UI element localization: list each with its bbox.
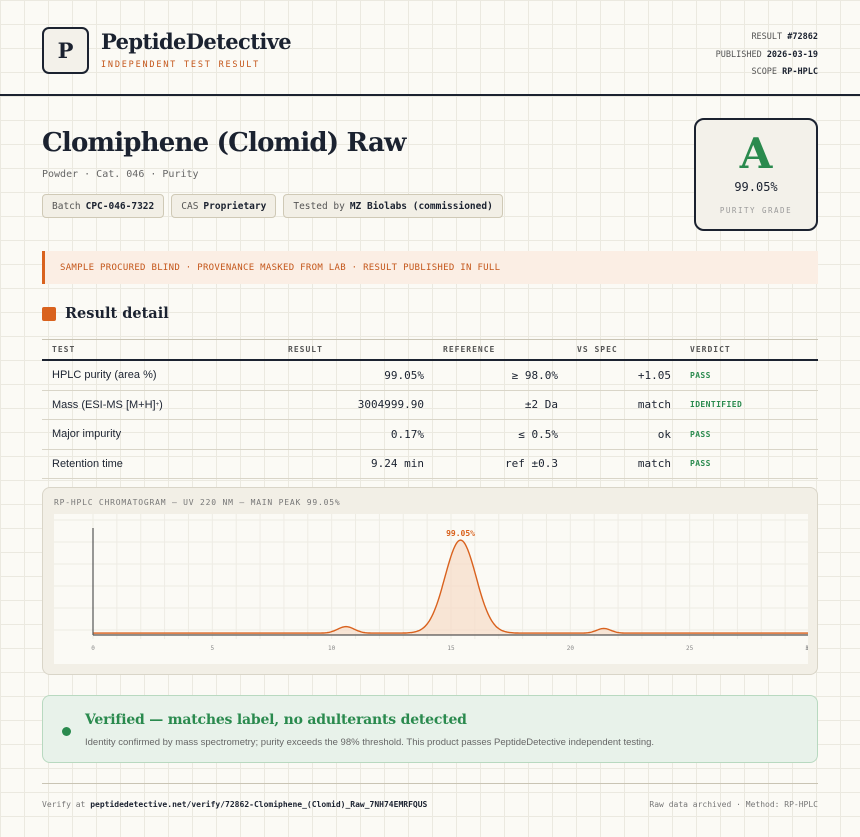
tested-by-chip: Tested by MZ Biolabs (commissioned)	[283, 194, 503, 218]
x-tick-label: 0	[91, 645, 95, 652]
cell-verdict: IDENTIFIED	[690, 400, 743, 410]
header-verdict: VERDICT	[690, 345, 731, 354]
chip-label: Tested by	[293, 200, 345, 212]
archive-note: Raw data archived · Method: RP-HPLC	[649, 800, 818, 809]
cell-vs-spec: match	[637, 398, 671, 412]
cell-result: 9.24 min	[371, 457, 424, 471]
header-test: TEST	[52, 345, 76, 354]
meta-published: PUBLISHED 2026-03-19	[716, 47, 818, 65]
chip-value: CPC-046-7322	[85, 200, 155, 212]
chip-value: Proprietary	[203, 200, 267, 212]
header-result: RESULT	[288, 345, 323, 354]
cell-test-suffix: )	[159, 398, 163, 411]
x-tick-label: 20	[567, 645, 575, 652]
x-tick-label: 25	[686, 645, 694, 652]
result-table: TEST RESULT REFERENCE VS SPEC VERDICT HP…	[42, 339, 818, 479]
meta-published-label: PUBLISHED	[715, 49, 762, 60]
chip-label: Batch	[52, 200, 81, 212]
x-tick-label: 10	[328, 645, 336, 652]
grade-label: PURITY GRADE	[719, 206, 793, 215]
cell-test-text: Mass (ESI-MS [M+H]	[52, 398, 156, 411]
cell-reference: ≤ 0.5%	[518, 427, 558, 441]
verified-title: Verified — matches label, no adulterants…	[85, 712, 467, 728]
brand-logo: P	[42, 27, 89, 74]
notice-text: SAMPLE PROCURED BLIND · PROVENANCE MASKE…	[60, 262, 501, 273]
cell-reference: ≥ 98.0%	[511, 368, 558, 382]
cell-test: Retention time	[52, 457, 123, 470]
meta-result-value: #72862	[787, 32, 818, 42]
section-title: Result detail	[65, 305, 169, 322]
meta-result-label: RESULT	[751, 32, 783, 42]
x-tick-label: 5	[211, 645, 215, 652]
cell-result: 99.05%	[384, 368, 424, 382]
cell-reference: ±2 Da	[524, 398, 558, 412]
header-vs-spec: VS SPEC	[577, 345, 618, 354]
x-tick-label: 15	[447, 645, 455, 652]
table-row: HPLC purity (area %) 99.05% ≥ 98.0% +1.0…	[42, 361, 818, 391]
table-header: TEST RESULT REFERENCE VS SPEC VERDICT	[42, 339, 818, 361]
cell-verdict: PASS	[690, 459, 711, 469]
cell-vs-spec: +1.05	[637, 368, 671, 382]
report-footer: Verify at peptidedetective.net/verify/72…	[42, 783, 818, 809]
batch-chip: Batch CPC-046-7322	[42, 194, 165, 218]
verify-url-link[interactable]: peptidedetective.net/verify/72862-Clomip…	[90, 800, 428, 809]
cell-result: 3004999.90	[357, 398, 424, 412]
report-header: P PeptideDetective INDEPENDENT TEST RESU…	[0, 0, 860, 96]
verify-prefix: Verify at	[42, 800, 86, 809]
procurement-notice: SAMPLE PROCURED BLIND · PROVENANCE MASKE…	[42, 251, 818, 284]
cell-test: Major impurity	[52, 428, 122, 441]
verified-banner: Verified — matches label, no adulterants…	[42, 695, 818, 763]
logo-letter: P	[57, 38, 74, 63]
cell-vs-spec: ok	[657, 427, 671, 441]
chip-label: CAS	[181, 200, 199, 212]
meta-published-value: 2026-03-19	[766, 49, 818, 60]
cell-test-superscript: +	[155, 401, 160, 408]
cell-vs-spec: match	[637, 457, 671, 471]
chromatogram-card: RP-HPLC CHROMATOGRAM — UV 220 NM — MAIN …	[42, 487, 818, 675]
product-title: Clomiphene (Clomid) Raw	[42, 128, 406, 158]
brand-tagline: INDEPENDENT TEST RESULT	[101, 60, 261, 70]
cell-verdict: PASS	[690, 429, 711, 439]
cell-result: 0.17%	[390, 427, 424, 441]
brand-name: PeptideDetective	[101, 29, 292, 54]
chromatogram-line	[93, 539, 808, 634]
x-tick-label: 30	[805, 645, 808, 652]
grade-letter: A	[739, 129, 773, 178]
product-subtitle: Powder · Cat. 046 · Purity	[42, 169, 199, 180]
cell-verdict: PASS	[690, 370, 711, 380]
purity-grade-card: A 99.05% PURITY GRADE	[694, 118, 818, 231]
cell-reference: ref ±0.3	[505, 457, 558, 471]
table-row: Mass (ESI-MS [M+H] +) 3004999.90 ±2 Da ma…	[42, 391, 818, 420]
table-row: Retention time 9.24 min ref ±0.3 match P…	[42, 450, 818, 479]
peak-label: 99.05%	[446, 529, 475, 538]
verified-description: Identity confirmed by mass spectrometry;…	[85, 737, 655, 748]
chromatogram-chart: 99.05% 0 5 10 15 20 25 30min	[54, 514, 808, 664]
chromatogram-area	[93, 540, 808, 635]
product-chips: Batch CPC-046-7322 CAS Proprietary Tested …	[42, 194, 503, 218]
meta-scope: SCOPE RP-HPLC	[716, 64, 818, 82]
section-marker-icon	[42, 306, 56, 321]
grade-value: 99.05%	[734, 180, 778, 194]
verified-status-icon	[62, 727, 71, 736]
result-meta: RESULT #72862 PUBLISHED 2026-03-19 SCOPE…	[716, 29, 818, 82]
x-unit-label: min	[806, 645, 808, 652]
cas-chip: CAS Proprietary	[171, 194, 277, 218]
meta-scope-label: SCOPE	[751, 67, 778, 77]
chart-title: RP-HPLC CHROMATOGRAM — UV 220 NM — MAIN …	[54, 498, 341, 507]
plot-area	[54, 514, 808, 664]
verify-link-line: Verify at peptidedetective.net/verify/72…	[42, 800, 427, 809]
chip-value: MZ Biolabs (commissioned)	[349, 200, 493, 212]
header-reference: REFERENCE	[443, 345, 496, 354]
cell-test: Mass (ESI-MS [M+H] +)	[52, 391, 163, 420]
meta-result: RESULT #72862	[716, 29, 818, 47]
cell-test: HPLC purity (area %)	[52, 369, 157, 382]
result-detail-heading: Result detail	[42, 305, 169, 322]
table-row: Major impurity 0.17% ≤ 0.5% ok PASS	[42, 420, 818, 450]
meta-scope-value: RP-HPLC	[782, 67, 818, 77]
